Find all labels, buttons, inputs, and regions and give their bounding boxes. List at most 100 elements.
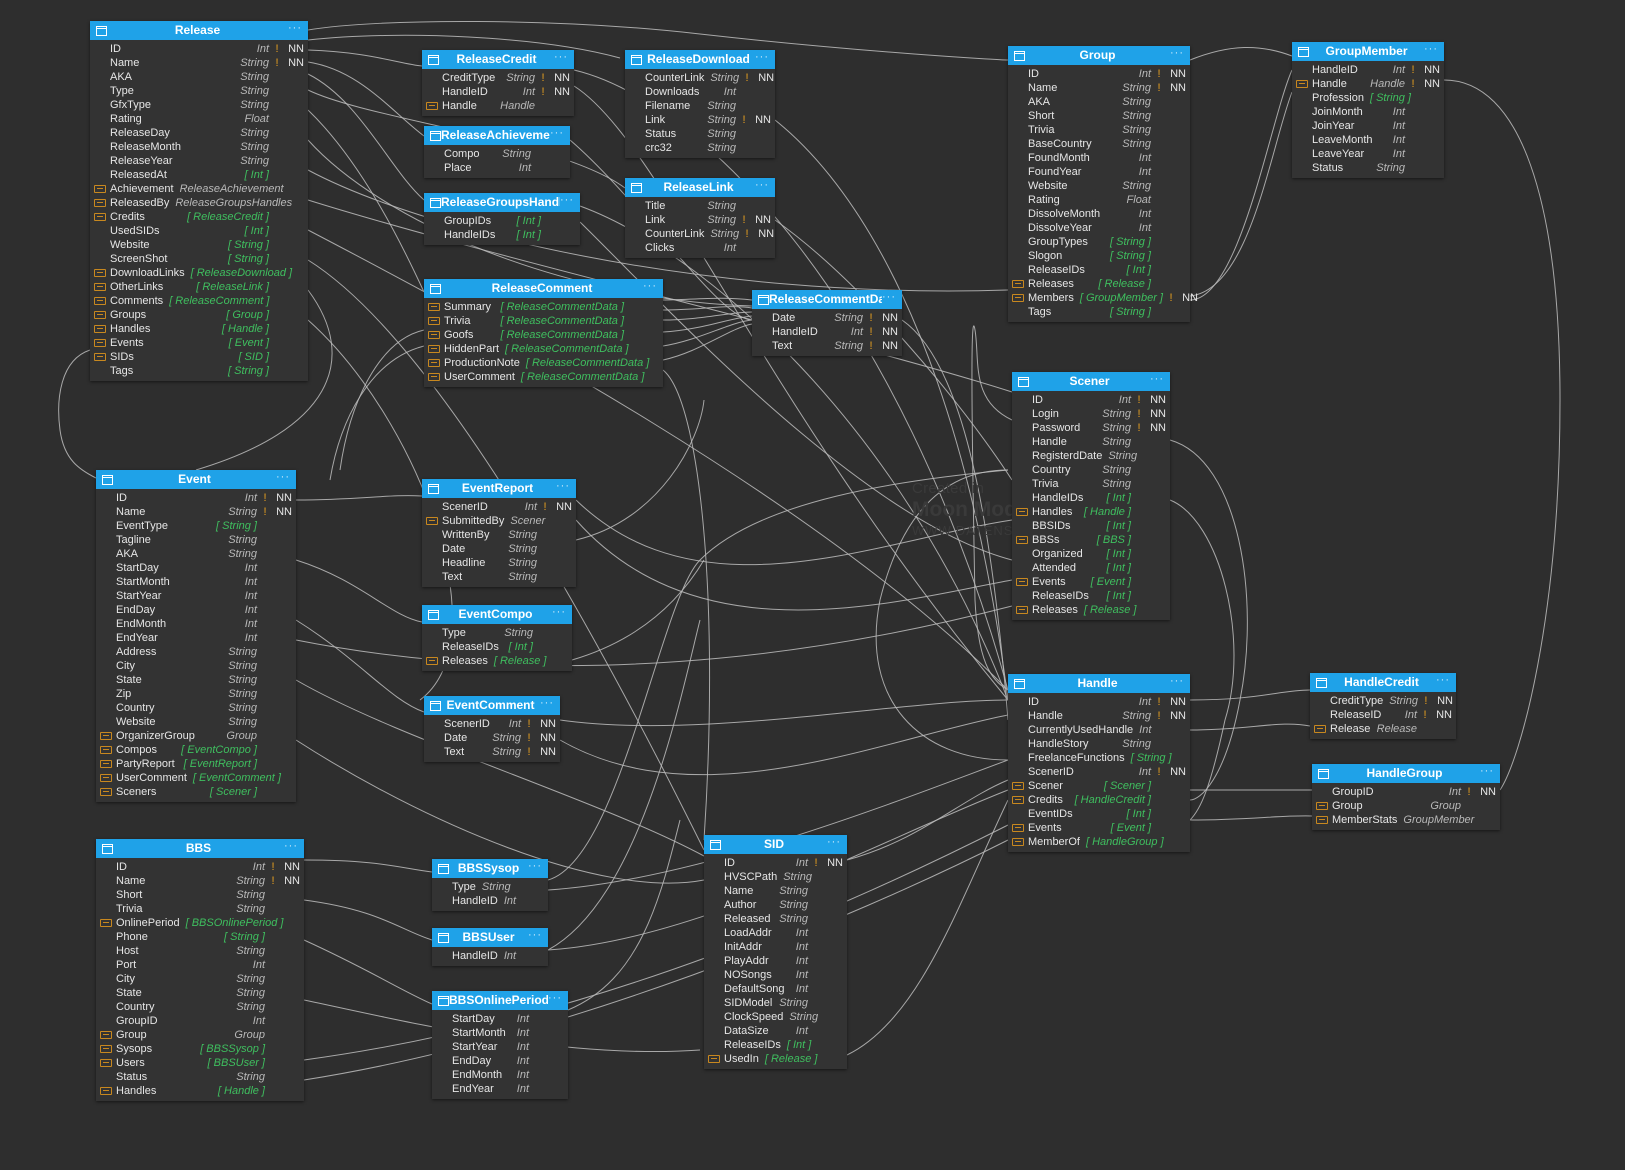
entity-header-bbsuser[interactable]: BBSUser ··· (432, 928, 548, 947)
attribute-row[interactable]: Releases [ Release ] (1008, 277, 1190, 291)
attribute-row[interactable]: Country String (96, 701, 296, 715)
entity-menu-icon[interactable]: ··· (882, 291, 896, 303)
attribute-row[interactable]: Date String (422, 542, 576, 556)
attribute-row[interactable]: Compo String (424, 147, 570, 161)
entity-menu-icon[interactable]: ··· (1424, 43, 1438, 55)
attribute-row[interactable]: HandleID Int! NN (422, 85, 574, 99)
entity-releaseachievement[interactable]: ReleaseAchievement ··· Compo String Place Int (424, 126, 570, 178)
attribute-row[interactable]: FoundMonth Int (1008, 151, 1190, 165)
attribute-row[interactable]: PlayAddr Int (704, 954, 847, 968)
attribute-row[interactable]: Website String (1008, 179, 1190, 193)
attribute-row[interactable]: UsedSIDs [ Int ] (90, 224, 308, 238)
attribute-row[interactable]: Trivia String (1008, 123, 1190, 137)
attribute-row[interactable]: ProductionNote [ ReleaseCommentData ] (424, 356, 663, 370)
entity-menu-icon[interactable]: ··· (827, 836, 841, 848)
entity-sid[interactable]: SID ··· ID Int! NN HVSCPath String Name String Au… (704, 835, 847, 1069)
attribute-row[interactable]: GroupIDs [ Int ] (424, 214, 580, 228)
attribute-row[interactable]: Type String (432, 880, 548, 894)
attribute-row[interactable]: HandleIDs [ Int ] (424, 228, 580, 242)
attribute-row[interactable]: ID Int! NN (96, 491, 296, 505)
attribute-row[interactable]: GroupID Int! NN (1312, 785, 1500, 799)
attribute-row[interactable]: ReleaseDay String (90, 126, 308, 140)
attribute-row[interactable]: Link String! NN (625, 213, 775, 227)
attribute-row[interactable]: BBSs [ BBS ] (1012, 533, 1170, 547)
attribute-row[interactable]: Downloads Int (625, 85, 775, 99)
entity-header-releaselink[interactable]: ReleaseLink ··· (625, 178, 775, 197)
attribute-row[interactable]: CreditType String! NN (1310, 694, 1456, 708)
attribute-row[interactable]: Name String! NN (96, 505, 296, 519)
entity-menu-icon[interactable]: ··· (1170, 675, 1184, 687)
attribute-row[interactable]: DissolveYear Int (1008, 221, 1190, 235)
attribute-row[interactable]: CounterLink String! NN (625, 71, 775, 85)
attribute-row[interactable]: Place Int (424, 161, 570, 175)
attribute-row[interactable]: HVSCPath String (704, 870, 847, 884)
attribute-row[interactable]: Attended [ Int ] (1012, 561, 1170, 575)
attribute-row[interactable]: OtherLinks [ ReleaseLink ] (90, 280, 308, 294)
entity-header-releasecredit[interactable]: ReleaseCredit ··· (422, 50, 574, 69)
attribute-row[interactable]: Goofs [ ReleaseCommentData ] (424, 328, 663, 342)
attribute-row[interactable]: Short String (96, 888, 304, 902)
entity-header-releasegroupshandles[interactable]: ReleaseGroupsHandles··· (424, 193, 580, 212)
attribute-row[interactable]: FreelanceFunctions [ String ] (1008, 751, 1190, 765)
entity-release[interactable]: Release ··· ID Int! NN Name String! NN AKA String… (90, 21, 308, 381)
entity-header-bbssysop[interactable]: BBSSysop ··· (432, 859, 548, 878)
attribute-row[interactable]: DownloadLinks [ ReleaseDownload ] (90, 266, 308, 280)
entity-eventcompo[interactable]: EventCompo ··· Type String ReleaseIDs [ Int ]… (422, 605, 572, 671)
entity-menu-icon[interactable]: ··· (276, 471, 290, 483)
attribute-row[interactable]: OrganizerGroup Group (96, 729, 296, 743)
attribute-row[interactable]: CurrentlyUsedHandle Int (1008, 723, 1190, 737)
attribute-row[interactable]: ID Int! NN (1008, 67, 1190, 81)
attribute-row[interactable]: JoinMonth Int (1292, 105, 1444, 119)
attribute-row[interactable]: ReleaseMonth String (90, 140, 308, 154)
entity-menu-icon[interactable]: ··· (554, 51, 568, 63)
attribute-row[interactable]: ReleaseIDs [ Int ] (422, 640, 572, 654)
attribute-row[interactable]: Compos [ EventCompo ] (96, 743, 296, 757)
attribute-row[interactable]: WrittenBy String (422, 528, 576, 542)
entity-header-bbs[interactable]: BBS ··· (96, 839, 304, 858)
attribute-row[interactable]: EndMonth Int (96, 617, 296, 631)
attribute-row[interactable]: HandleID Int! NN (752, 325, 902, 339)
entity-menu-icon[interactable]: ··· (755, 51, 769, 63)
attribute-row[interactable]: Sysops [ BBSSysop ] (96, 1042, 304, 1056)
attribute-row[interactable]: UserComment [ EventComment ] (96, 771, 296, 785)
entity-header-handlecredit[interactable]: HandleCredit ··· (1310, 673, 1456, 692)
attribute-row[interactable]: AKA String (96, 547, 296, 561)
attribute-row[interactable]: Name String! NN (1008, 81, 1190, 95)
attribute-row[interactable]: AKA String (90, 70, 308, 84)
attribute-row[interactable]: ReleasedBy ReleaseGroupsHandles (90, 196, 308, 210)
attribute-row[interactable]: ScenerID Int! NN (424, 717, 560, 731)
attribute-row[interactable]: ReleaseIDs [ Int ] (1008, 263, 1190, 277)
attribute-row[interactable]: Releases [ Release ] (422, 654, 572, 668)
entity-header-event[interactable]: Event ··· (96, 470, 296, 489)
attribute-row[interactable]: Address String (96, 645, 296, 659)
entity-header-bbsonlineperiod[interactable]: BBSOnlinePeriod ··· (432, 991, 568, 1010)
entity-menu-icon[interactable]: ··· (540, 697, 554, 709)
entity-header-releasecommentdata[interactable]: ReleaseCommentData··· (752, 290, 902, 309)
attribute-row[interactable]: Sceners [ Scener ] (96, 785, 296, 799)
attribute-row[interactable]: Credits [ HandleCredit ] (1008, 793, 1190, 807)
attribute-row[interactable]: HandleIDs [ Int ] (1012, 491, 1170, 505)
attribute-row[interactable]: EndYear Int (96, 631, 296, 645)
attribute-row[interactable]: Phone [ String ] (96, 930, 304, 944)
attribute-row[interactable]: Release Release (1310, 722, 1456, 736)
entity-header-releasedownload[interactable]: ReleaseDownload ··· (625, 50, 775, 69)
attribute-row[interactable]: Rating Float (1008, 193, 1190, 207)
attribute-row[interactable]: Headline String (422, 556, 576, 570)
attribute-row[interactable]: Name String! NN (96, 874, 304, 888)
attribute-row[interactable]: EventType [ String ] (96, 519, 296, 533)
attribute-row[interactable]: Events [ Event ] (1012, 575, 1170, 589)
attribute-row[interactable]: Group Group (1312, 799, 1500, 813)
attribute-row[interactable]: Releases [ Release ] (1012, 603, 1170, 617)
attribute-row[interactable]: MemberOf [ HandleGroup ] (1008, 835, 1190, 849)
attribute-row[interactable]: Country String (1012, 463, 1170, 477)
attribute-row[interactable]: MemberStats GroupMember (1312, 813, 1500, 827)
attribute-row[interactable]: ScenerID Int! NN (422, 500, 576, 514)
attribute-row[interactable]: Zip String (96, 687, 296, 701)
attribute-row[interactable]: Group Group (96, 1028, 304, 1042)
entity-eventreport[interactable]: EventReport ··· ScenerID Int! NN SubmittedBy S… (422, 479, 576, 587)
attribute-row[interactable]: EndDay Int (432, 1054, 568, 1068)
attribute-row[interactable]: ID Int! NN (704, 856, 847, 870)
attribute-row[interactable]: ScenerID Int! NN (1008, 765, 1190, 779)
entity-menu-icon[interactable]: ··· (1480, 765, 1494, 777)
attribute-row[interactable]: Text String (422, 570, 576, 584)
